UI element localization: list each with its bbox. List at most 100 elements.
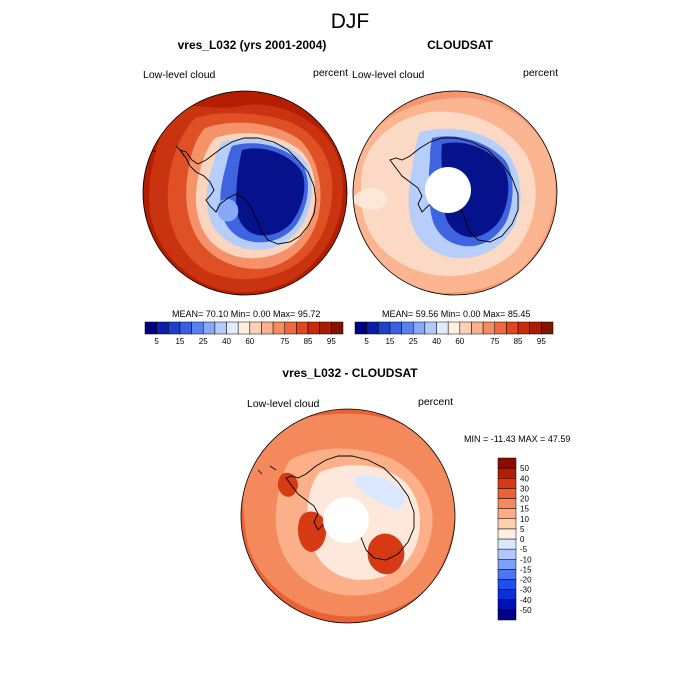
diff-colorbar-box — [497, 569, 517, 580]
diff-colorbar-tick-label: -10 — [520, 555, 532, 564]
right-colorbar-tick-label: 5 — [364, 337, 369, 346]
left-colorbar-box — [296, 321, 309, 335]
diff-units-label: percent — [418, 396, 454, 408]
left-colorbar-box — [156, 321, 169, 335]
left-colorbar-box — [179, 321, 192, 335]
diff-colorbar-box — [497, 467, 517, 479]
right-colorbar-tick-label: 25 — [409, 337, 418, 346]
right-colorbar-box — [436, 321, 449, 335]
diff-stats: MIN = -11.43 MAX = 47.59 — [464, 434, 571, 444]
right-stats: MEAN= 59.56 Min= 0.00 Max= 85.45 — [382, 309, 531, 319]
diff-panel-title: vres_L032 - CLOUDSAT — [282, 366, 418, 380]
right-colorbar-box — [459, 321, 472, 335]
diff-colorbar-tick-label: 0 — [520, 535, 525, 544]
diff-colorbar-box — [497, 457, 517, 469]
diff-colorbar-box — [497, 518, 517, 530]
diff-colorbar-tick-label: -20 — [520, 576, 532, 585]
left-panel-title: vres_L032 (yrs 2001-2004) — [177, 38, 327, 52]
right-colorbar-tick-label: 40 — [432, 337, 441, 346]
figure-title: DJF — [330, 10, 370, 33]
diff-colorbar-tick-label: -15 — [520, 565, 532, 574]
right-colorbar-tick-label: 60 — [455, 337, 464, 346]
diff-colorbar-box — [497, 528, 517, 540]
right-colorbar-box — [529, 321, 542, 335]
diff-map — [241, 409, 455, 623]
right-colorbar-tick-label: 85 — [514, 337, 523, 346]
left-stats: MEAN= 70.10 Min= 0.00 Max= 95.72 — [172, 309, 321, 319]
right-colorbar-tick-label: 15 — [385, 337, 394, 346]
left-colorbar-box — [144, 321, 157, 335]
left-colorbar-tick-label: 25 — [199, 337, 208, 346]
right-colorbar-box — [424, 321, 437, 335]
right-units-label: percent — [523, 67, 559, 79]
left-colorbar-box — [307, 321, 320, 335]
right-colorbar-box — [389, 321, 402, 335]
diff-colorbar-tick-label: 15 — [520, 505, 529, 514]
left-colorbar-tick-label: 60 — [245, 337, 254, 346]
right-colorbar-box — [517, 321, 530, 335]
right-colorbar-box — [354, 321, 367, 335]
diff-colorbar-tick-label: -5 — [520, 545, 528, 554]
diff-colorbar-box — [497, 508, 517, 519]
left-colorbar-box — [191, 321, 204, 335]
left-colorbar-box — [202, 321, 216, 335]
diff-colorbar-tick-label: 20 — [520, 495, 529, 504]
left-colorbar-box — [168, 321, 181, 335]
left-colorbar-box — [319, 321, 332, 335]
left-colorbar-box — [331, 321, 344, 335]
left-colorbar-box — [272, 321, 286, 335]
right-colorbar-tick-label: 75 — [490, 337, 499, 346]
right-panel-title: CLOUDSAT — [427, 38, 493, 52]
left-colorbar-tick-label: 15 — [175, 337, 184, 346]
diff-colorbar-box — [497, 538, 517, 550]
diff-colorbar-box — [497, 478, 517, 489]
right-colorbar-box — [378, 321, 391, 335]
diff-colorbar-box — [497, 599, 517, 611]
right-colorbar-box — [447, 321, 461, 335]
diff-colorbar-tick-label: 10 — [520, 515, 529, 524]
diff-colorbar-box — [497, 498, 517, 509]
left-colorbar-box — [284, 321, 297, 335]
left-colorbar-tick-label: 5 — [154, 337, 159, 346]
left-colorbar-tick-label: 85 — [304, 337, 313, 346]
right-colorbar-box — [541, 321, 554, 335]
left-map — [143, 91, 347, 295]
left-colorbar-box — [226, 321, 239, 335]
right-colorbar-box — [494, 321, 507, 335]
diff-colorbar-box — [497, 579, 517, 590]
diff-colorbar-tick-label: -50 — [520, 606, 532, 615]
left-colorbar: 5 15 25 40 60 75 85 95 — [144, 321, 344, 346]
diff-colorbar-tick-label: 50 — [520, 464, 529, 473]
right-colorbar-tick-label: 95 — [537, 337, 546, 346]
left-colorbar-tick-label: 40 — [222, 337, 231, 346]
right-colorbar-box — [401, 321, 414, 335]
left-colorbar-box — [261, 321, 274, 335]
right-colorbar: 5 15 25 40 60 75 85 95 — [354, 321, 554, 346]
diff-colorbar-tick-label: -30 — [520, 586, 532, 595]
diff-colorbar-box — [497, 589, 517, 600]
left-colorbar-box — [249, 321, 262, 335]
diff-colorbar-box — [497, 488, 517, 499]
right-map — [353, 91, 557, 295]
right-colorbar-box — [412, 321, 426, 335]
diff-colorbar-box — [497, 559, 517, 570]
diff-variable-label: Low-level cloud — [247, 398, 320, 410]
diff-colorbar-tick-label: -40 — [520, 596, 532, 605]
right-colorbar-box — [482, 321, 496, 335]
right-colorbar-box — [471, 321, 484, 335]
diff-colorbar-tick-label: 40 — [520, 474, 529, 483]
diff-colorbar-box — [497, 609, 517, 621]
right-colorbar-box — [506, 321, 519, 335]
left-colorbar-box — [237, 321, 251, 335]
left-colorbar-tick-label: 95 — [327, 337, 336, 346]
left-units-label: percent — [313, 67, 349, 79]
left-variable-label: Low-level cloud — [143, 69, 216, 81]
left-colorbar-tick-label: 75 — [280, 337, 289, 346]
diff-colorbar-tick-label: 30 — [520, 484, 529, 493]
right-variable-label: Low-level cloud — [352, 69, 425, 81]
right-colorbar-box — [366, 321, 379, 335]
diff-colorbar-box — [497, 548, 517, 560]
left-colorbar-box — [214, 321, 227, 335]
